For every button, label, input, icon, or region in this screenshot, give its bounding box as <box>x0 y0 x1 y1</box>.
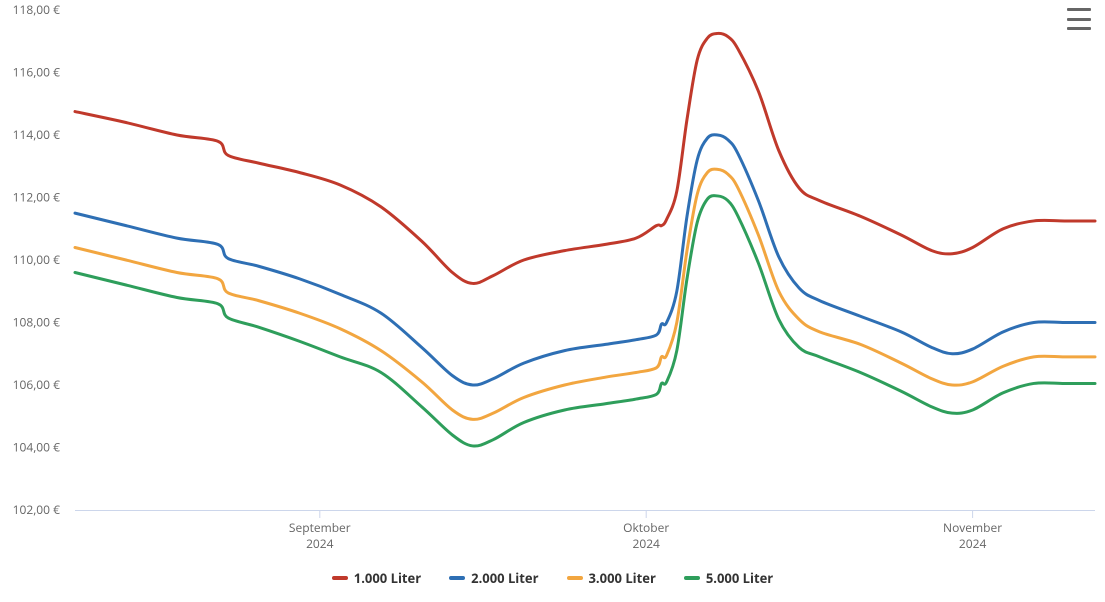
legend-label: 3.000 Liter <box>589 569 656 587</box>
legend-label: 2.000 Liter <box>471 569 538 587</box>
legend-item[interactable]: 5.000 Liter <box>684 569 773 587</box>
series-line <box>75 33 1095 283</box>
series-line <box>75 196 1095 446</box>
chart-svg: 102,00 € 104,00 € 106,00 € 108,00 € 110,00 €… <box>0 0 1105 602</box>
x-axis-tick-label: Oktober <box>623 519 669 536</box>
y-axis-tick-label: 104,00 € <box>13 439 61 456</box>
legend-swatch <box>567 576 583 580</box>
x-axis-tick-sublabel: 2024 <box>959 535 987 552</box>
legend-item[interactable]: 3.000 Liter <box>567 569 656 587</box>
price-line-chart: 102,00 € 104,00 € 106,00 € 108,00 € 110,00 €… <box>0 0 1105 602</box>
legend-label: 5.000 Liter <box>706 569 773 587</box>
legend-item[interactable]: 2.000 Liter <box>449 569 538 587</box>
y-axis-tick-label: 114,00 € <box>13 126 61 143</box>
y-axis-tick-label: 116,00 € <box>13 64 61 81</box>
legend-swatch <box>332 576 348 580</box>
x-axis-tick-label: September <box>289 519 351 536</box>
series-line <box>75 135 1095 385</box>
chart-menu-icon[interactable] <box>1065 6 1093 32</box>
x-axis-tick-sublabel: 2024 <box>632 535 660 552</box>
y-axis-tick-label: 118,00 € <box>13 1 61 18</box>
y-axis-tick-label: 106,00 € <box>13 376 61 393</box>
legend-swatch <box>449 576 465 580</box>
x-axis-tick-label: November <box>943 519 1002 536</box>
y-axis-tick-label: 108,00 € <box>13 314 61 331</box>
x-axis-tick-sublabel: 2024 <box>306 535 334 552</box>
y-axis-tick-label: 102,00 € <box>13 501 61 518</box>
y-axis-tick-label: 112,00 € <box>13 189 61 206</box>
legend-label: 1.000 Liter <box>354 569 421 587</box>
series-line <box>75 169 1095 419</box>
legend-swatch <box>684 576 700 580</box>
legend-item[interactable]: 1.000 Liter <box>332 569 421 587</box>
y-axis-tick-label: 110,00 € <box>13 251 61 268</box>
chart-legend: 1.000 Liter 2.000 Liter 3.000 Liter 5.000 L… <box>0 569 1105 587</box>
